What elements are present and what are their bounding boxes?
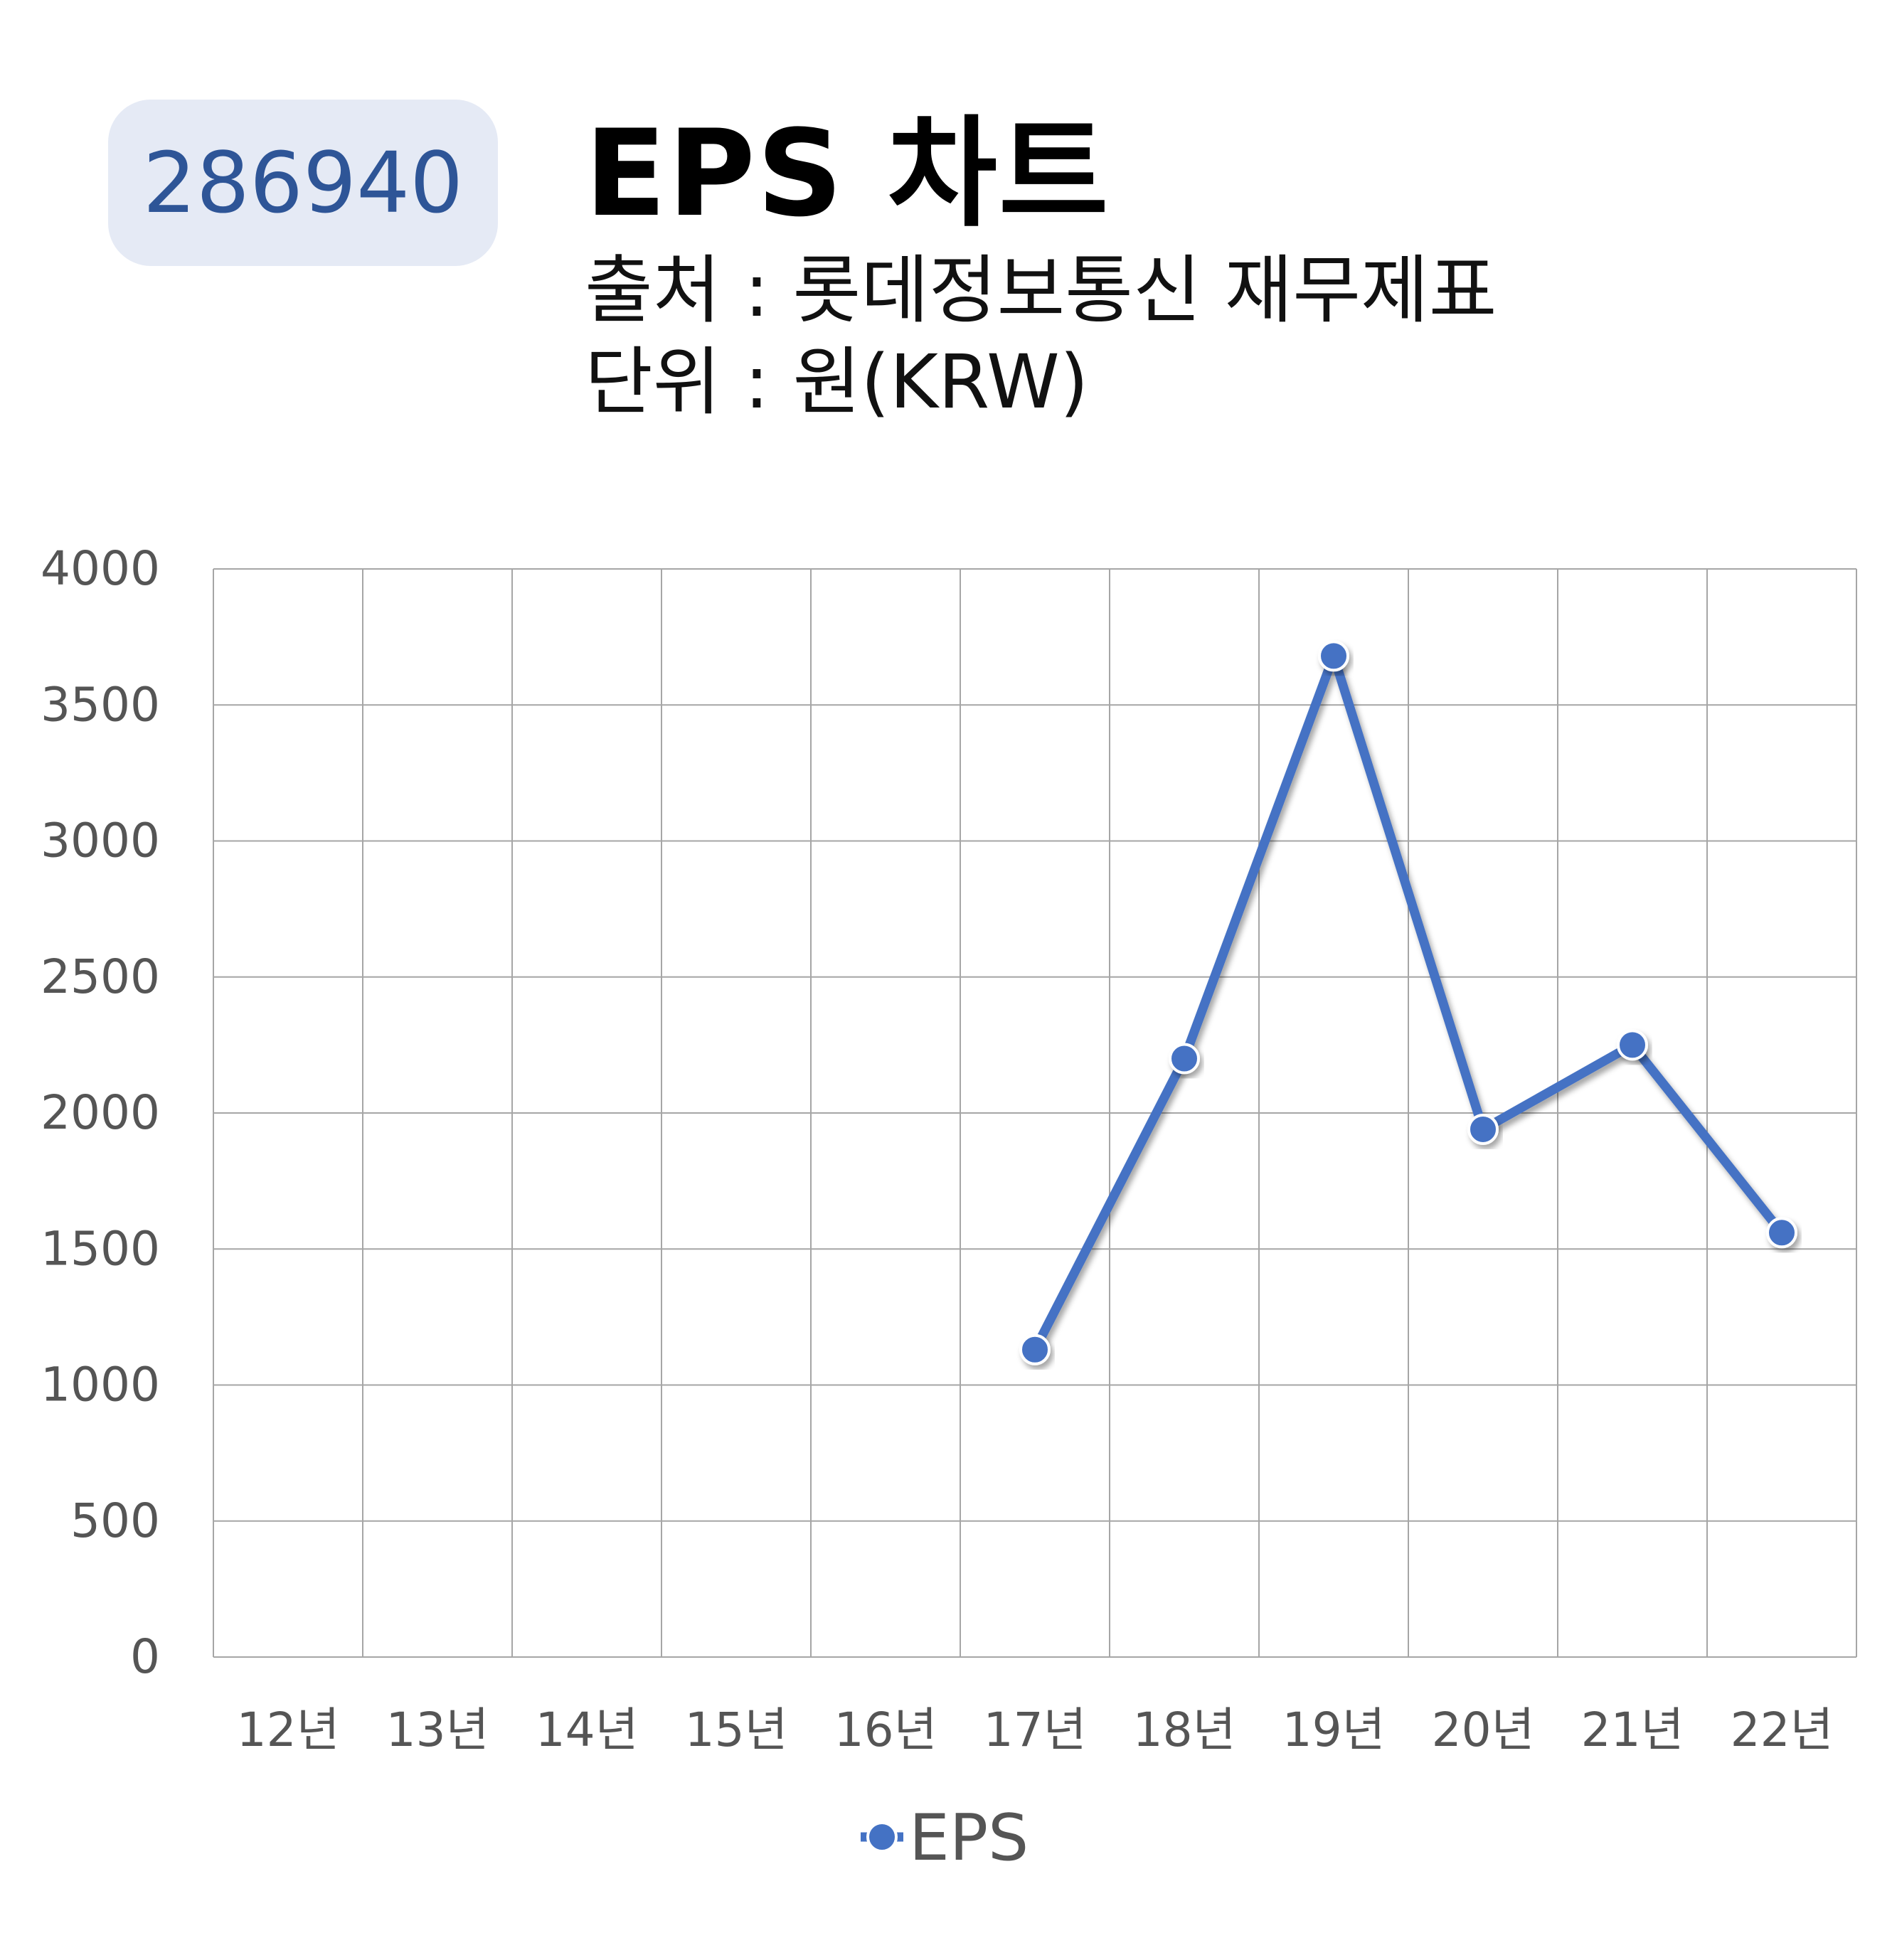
source-line: 출처 : 롯데정보통신 재무제표 (585, 247, 1497, 334)
series-line (1030, 651, 1787, 1355)
data-point (1766, 1217, 1797, 1249)
x-tick-label: 12년 (237, 1703, 340, 1757)
y-tick-label: 1000 (41, 1358, 160, 1412)
x-tick-label: 21년 (1581, 1703, 1684, 1757)
data-point (1169, 1043, 1200, 1075)
stock-code-badge: 286940 (108, 100, 498, 266)
x-tick-label: 15년 (685, 1703, 788, 1757)
data-point (1617, 1029, 1648, 1061)
chart-title: EPS 차트 (585, 104, 1110, 243)
chart-header: EPS 차트 출처 : 롯데정보통신 재무제표 단위 : 원(KRW) (585, 114, 1497, 428)
x-tick-label: 20년 (1432, 1703, 1535, 1757)
unit-line: 단위 : 원(KRW) (585, 338, 1089, 425)
y-tick-label: 2500 (41, 949, 160, 1004)
x-tick-label: 13년 (386, 1703, 489, 1757)
x-tick-label: 22년 (1731, 1703, 1834, 1757)
x-tick-label: 19년 (1282, 1703, 1386, 1757)
y-tick-label: 0 (130, 1629, 160, 1684)
y-tick-label: 4000 (41, 541, 160, 596)
x-tick-label: 17년 (984, 1703, 1087, 1757)
data-point (1467, 1113, 1499, 1145)
x-tick-label: 18년 (1133, 1703, 1236, 1757)
grid (213, 568, 1857, 1658)
y-tick-label: 3500 (41, 677, 160, 732)
y-tick-label: 500 (70, 1493, 160, 1548)
y-axis: 0 500 1000 1500 2000 2500 3000 3500 4000 (41, 541, 160, 1684)
data-point (1318, 640, 1349, 672)
legend-label: EPS (909, 1801, 1029, 1875)
stock-code: 286940 (142, 134, 464, 232)
y-tick-label: 2000 (41, 1085, 160, 1140)
x-axis: 12년 13년 14년 15년 16년 17년 18년 19년 20년 21년 22년 (237, 1703, 1834, 1757)
legend: EPS (861, 1801, 1029, 1875)
data-point (1019, 1333, 1051, 1365)
y-tick-label: 3000 (41, 814, 160, 868)
series-eps (1019, 640, 1797, 1365)
x-tick-label: 16년 (834, 1703, 937, 1757)
legend-marker (866, 1821, 898, 1853)
y-tick-label: 1500 (41, 1221, 160, 1276)
x-tick-label: 14년 (536, 1703, 639, 1757)
